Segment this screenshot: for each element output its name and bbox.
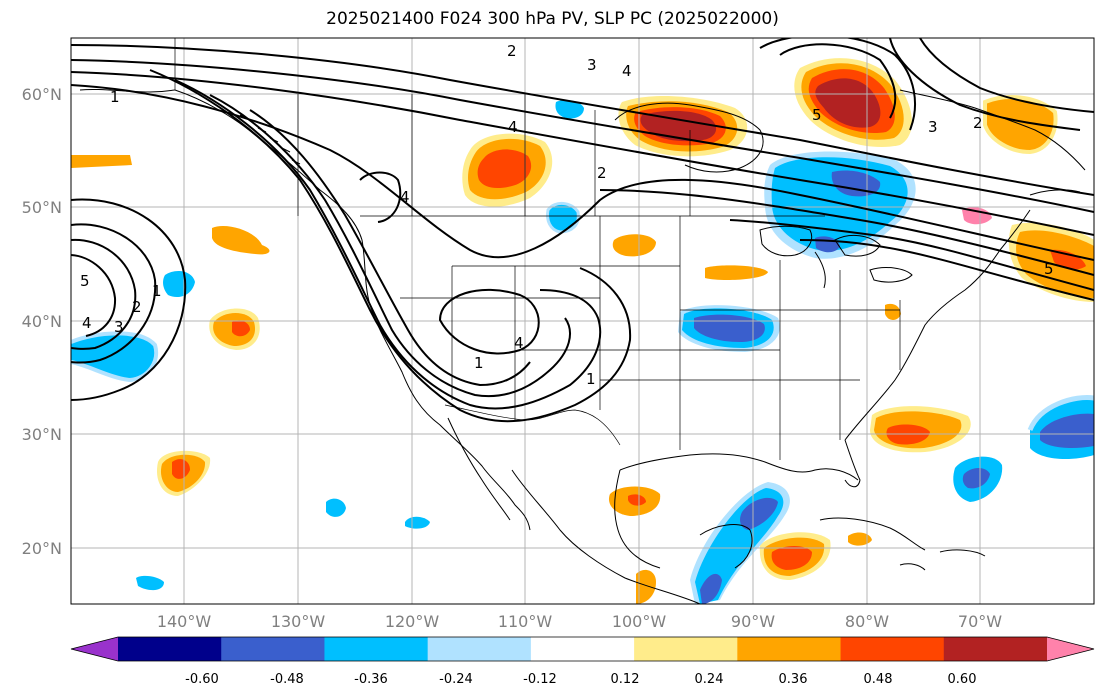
contour-label: 3 <box>114 318 124 336</box>
contour-label: 1 <box>152 282 162 300</box>
contour-label: 2 <box>597 164 607 182</box>
colorbar-tick-label: 0.24 <box>695 672 724 687</box>
lon-label: 80°W <box>845 612 889 631</box>
colorbar-tick-label: 0.48 <box>864 672 893 687</box>
pv-blob-pacific-cold3 <box>326 498 346 517</box>
colorbar-segment <box>840 637 945 661</box>
colorbar <box>70 636 1095 662</box>
colorbar-segment <box>943 637 1048 661</box>
contour-label: 2 <box>132 298 142 316</box>
contour-label: 1 <box>110 88 120 106</box>
pv-blob-hudson-cold <box>555 100 584 119</box>
colorbar-segment <box>118 637 222 661</box>
pv-blob-iowa-warm <box>705 265 768 280</box>
colorbar-segment <box>737 637 842 661</box>
contour-labels: 2 3 4 5 4 2 3 2 1 4 1 5 4 3 2 1 4 1 5 <box>80 42 1054 388</box>
lon-label: 130°W <box>271 612 326 631</box>
pv-blob-alberta-c2 <box>477 149 532 188</box>
map-frame <box>70 37 1095 605</box>
lon-label: 100°W <box>612 612 667 631</box>
colorbar-extend-high <box>1047 637 1094 661</box>
pv-blob-montana-cold-ring <box>546 202 580 234</box>
pv-blob-mexico-warm <box>636 569 656 604</box>
pv-blob-hudson-bay-core3 <box>640 110 717 142</box>
colorbar-segment <box>221 637 325 661</box>
lon-label: 110°W <box>498 612 553 631</box>
pv-blob-atlantic-cold2-ring <box>1027 394 1094 432</box>
colorbar-segment <box>427 637 532 661</box>
pv-blob-pacific-2-core <box>232 320 250 337</box>
colorbar-tick-label: 0.12 <box>611 672 640 687</box>
map-title: 2025021400 F024 300 hPa PV, SLP PC (2025… <box>326 9 779 29</box>
pv-blob-pacific-cold2-ring <box>71 331 159 383</box>
pv-blob-pacific-1 <box>212 225 270 255</box>
slp-contours <box>71 38 1094 423</box>
latitude-labels: 60°N 50°N 40°N 30°N 20°N <box>22 85 62 558</box>
pv-blob-pacific-cold4 <box>405 516 430 529</box>
pv-blob-montana-cold <box>547 203 579 232</box>
contour-label: 3 <box>587 56 597 74</box>
contour-label: 4 <box>400 188 410 206</box>
contour-label: 4 <box>508 118 518 136</box>
contour-label: 1 <box>586 370 596 388</box>
contour-label: 5 <box>812 106 822 124</box>
longitude-labels: 140°W 130°W 120°W 110°W 100°W 90°W 80°W … <box>157 612 1002 631</box>
colorbar-segment <box>634 637 738 661</box>
pv-blob-pacific-cold1 <box>163 270 195 298</box>
pv-blob-caribbean-cold-c2 <box>740 497 778 530</box>
contour-label: 2 <box>507 42 517 60</box>
colorbar-ticks: -0.60 -0.48 -0.36 -0.24 -0.12 0.12 0.24 … <box>185 672 976 687</box>
pv-blob-atlantic-warm-core <box>886 424 930 445</box>
pv-blob-cuba-warm <box>848 532 872 546</box>
contour-label: 1 <box>474 354 484 372</box>
pv-blob-ne-atlantic-warm-core <box>1050 249 1086 270</box>
pv-blob-great-lakes-c2 <box>831 170 881 197</box>
colorbar-segment <box>530 637 635 661</box>
colorbar-tick-label: 0.60 <box>948 672 977 687</box>
colorbar-tick-label: -0.60 <box>185 672 219 687</box>
colorbar-outline <box>70 636 1095 662</box>
graticule <box>71 38 1094 604</box>
pv-blob-atlantic-cold1-c <box>962 468 990 489</box>
pv-blob-gulf-warm-core <box>628 494 646 506</box>
colorbar-tick-label: -0.36 <box>354 672 388 687</box>
pv-blob-caribbean-cold-c3 <box>700 573 722 604</box>
contour-label: 3 <box>928 118 938 136</box>
political-borders <box>174 38 901 460</box>
pv-blob-quebec-c3 <box>815 78 881 128</box>
lat-label: 50°N <box>22 198 62 217</box>
pv-blob-pacific-warm3-core <box>172 459 190 479</box>
lat-label: 40°N <box>22 312 62 331</box>
lat-label: 30°N <box>22 425 62 444</box>
pv-blob-atlantic-pink <box>962 207 992 225</box>
colorbar-tick-label: -0.24 <box>439 672 473 687</box>
pv-blob-pacific-cold5 <box>136 575 164 591</box>
pv-blob-dakota-warm <box>612 234 656 257</box>
lon-label: 70°W <box>958 612 1002 631</box>
pv-blob-pacific-strip <box>71 155 132 168</box>
lon-label: 120°W <box>385 612 440 631</box>
colorbar-segment <box>324 637 429 661</box>
contour-label: 4 <box>514 334 524 352</box>
colorbar-tick-label: 0.36 <box>779 672 808 687</box>
pv-blob-atlantic-cold2-c <box>1040 413 1094 448</box>
lon-label: 90°W <box>731 612 775 631</box>
contour-label: 4 <box>82 314 92 332</box>
contour-label: 5 <box>1044 260 1054 278</box>
lat-label: 60°N <box>22 85 62 104</box>
contour-label: 5 <box>80 272 90 290</box>
colorbar-extend-low <box>71 637 118 661</box>
pv-blob-pa-warm <box>885 303 901 320</box>
pv-blob-caribbean-warm-core <box>771 546 812 570</box>
lat-label: 20°N <box>22 539 62 558</box>
contour-label: 2 <box>973 114 983 132</box>
contour-label: 4 <box>622 62 632 80</box>
pv-anomaly-fields <box>71 58 1094 604</box>
lon-label: 140°W <box>157 612 212 631</box>
colorbar-tick-label: -0.12 <box>523 672 557 687</box>
colorbar-tick-label: -0.48 <box>270 672 304 687</box>
